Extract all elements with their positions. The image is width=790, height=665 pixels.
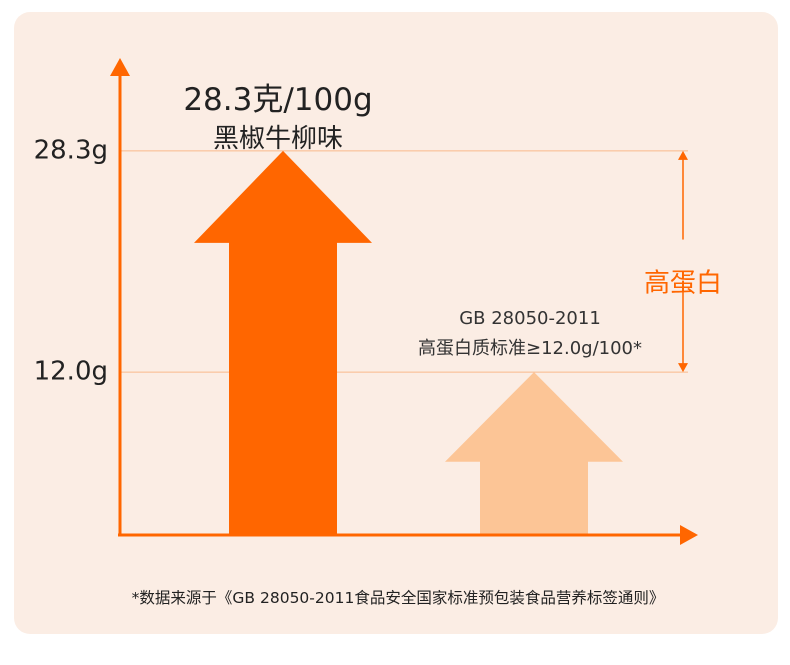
product-flavor-label: 黑椒牛柳味 [213, 124, 343, 154]
y-tick-label-28-3: 28.3g [34, 135, 108, 165]
range-arrowhead-up [678, 150, 688, 160]
chart-card [14, 12, 778, 634]
standard-code-label: GB 28050-2011 [459, 308, 601, 329]
bar-product-arrow [194, 150, 372, 535]
x-axis-arrowhead [680, 525, 698, 545]
source-footnote: *数据来源于《GB 28050-2011食品安全国家标准预包装食品营养标签通则》 [132, 589, 665, 607]
range-arrowhead-down [678, 363, 688, 373]
standard-requirement-label: 高蛋白质标准≥12.0g/100* [418, 338, 642, 359]
high-protein-label: 高蛋白 [644, 269, 722, 299]
product-value-label: 28.3克/100g [183, 82, 372, 118]
y-tick-label-12-0: 12.0g [34, 357, 108, 387]
y-axis-arrowhead [110, 58, 130, 76]
bar-standard-arrow [445, 372, 623, 535]
